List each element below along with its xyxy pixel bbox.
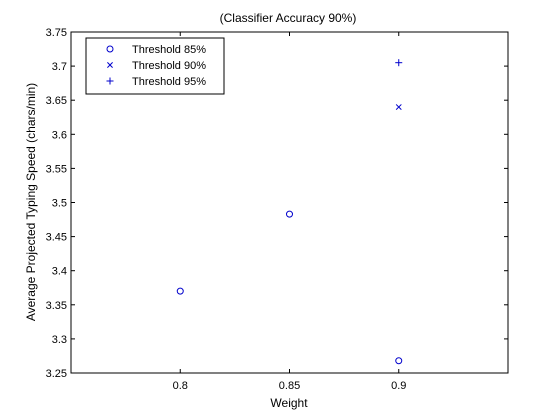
y-tick-label: 3.4 xyxy=(52,266,67,278)
x-axis-ticks: 0.8 0.85 0.9 xyxy=(173,32,406,392)
y-tick-label: 3.75 xyxy=(46,27,67,39)
y-tick-label: 3.65 xyxy=(46,95,67,107)
y-tick-label: 3.55 xyxy=(46,163,67,175)
y-tick-label: 3.25 xyxy=(46,368,67,380)
legend-marker-3 xyxy=(106,77,114,85)
data-point-series-3 xyxy=(395,59,403,67)
legend: Threshold 85% Threshold 90% Threshold 95% xyxy=(85,37,225,95)
legend-marker-2 xyxy=(107,62,113,68)
legend-entry-label: Threshold 95% xyxy=(132,76,206,88)
legend-marker-1 xyxy=(106,45,114,53)
data-point-series-1 xyxy=(395,357,403,365)
y-axis-ticks: 3.25 3.3 3.35 3.4 3.45 3.5 3.55 3.6 3.65 3.7 3.75 xyxy=(46,27,508,380)
data-point-series-1 xyxy=(286,210,293,218)
x-tick-label: 0.9 xyxy=(391,380,406,392)
legend-entry-label: Threshold 90% xyxy=(132,60,206,72)
x-axis-label: Weight xyxy=(270,396,308,410)
y-tick-label: 3.3 xyxy=(52,334,67,346)
y-tick-label: 3.7 xyxy=(52,61,67,73)
data-point-series-2 xyxy=(395,104,402,110)
chart-title: (Classifier Accuracy 90%) xyxy=(220,11,357,25)
x-tick-label: 0.8 xyxy=(173,380,188,392)
y-tick-label: 3.6 xyxy=(52,129,67,141)
y-axis-label: Average Projected Typing Speed (chars/mi… xyxy=(24,83,38,321)
data-points xyxy=(176,59,403,365)
y-tick-label: 3.45 xyxy=(46,232,67,244)
x-tick-label: 0.85 xyxy=(279,380,300,392)
data-point-series-1 xyxy=(176,287,184,295)
y-tick-label: 3.35 xyxy=(46,300,67,312)
legend-entry-label: Threshold 85% xyxy=(132,44,206,56)
y-tick-label: 3.5 xyxy=(52,198,67,210)
